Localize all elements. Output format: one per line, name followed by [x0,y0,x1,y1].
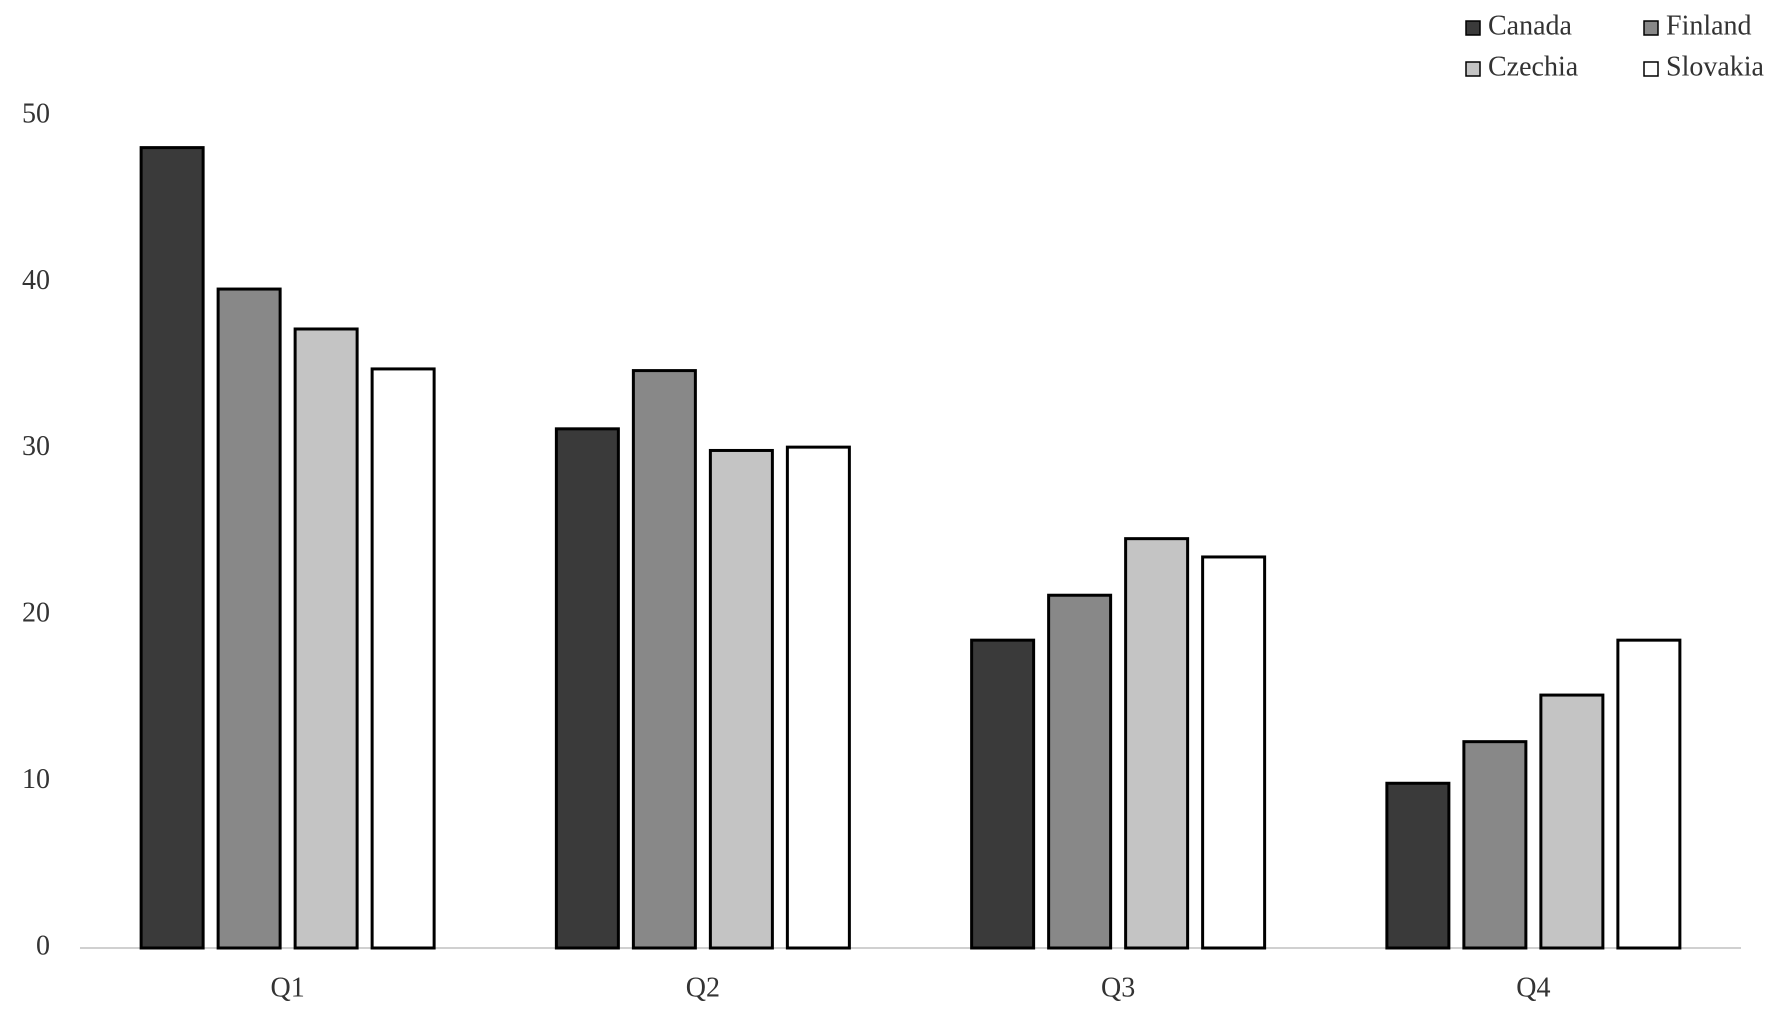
y-tick-label: 20 [22,598,50,629]
y-tick-label: 30 [22,431,50,462]
bar [1462,740,1528,950]
bar [1539,693,1605,950]
legend-swatch [1643,20,1659,36]
bar [1201,555,1267,950]
bar [1385,781,1451,950]
bar [216,287,282,950]
x-tick-label: Q2 [686,972,720,1003]
bar [785,445,851,950]
legend-swatch [1465,20,1481,36]
legend-swatch [1465,61,1481,77]
bar [1047,593,1113,950]
legend-label: Finland [1666,10,1752,41]
bar [1616,638,1682,950]
x-tick-label: Q1 [271,972,305,1003]
bar [293,327,359,950]
y-tick-label: 50 [22,98,50,129]
y-tick-label: 0 [36,930,50,961]
y-tick-label: 40 [22,265,50,296]
y-tick-label: 10 [22,764,50,795]
legend-label: Czechia [1488,51,1579,82]
legend-label: Canada [1488,10,1573,41]
x-tick-label: Q4 [1516,972,1550,1003]
bar [139,146,205,950]
bar [1124,537,1190,950]
bar [370,367,436,950]
legend-swatch [1643,61,1659,77]
bar [708,448,774,950]
bar [554,427,620,950]
legend-label: Slovakia [1666,51,1765,82]
x-tick-label: Q3 [1101,972,1135,1003]
bar [970,638,1036,950]
bar [631,369,697,950]
